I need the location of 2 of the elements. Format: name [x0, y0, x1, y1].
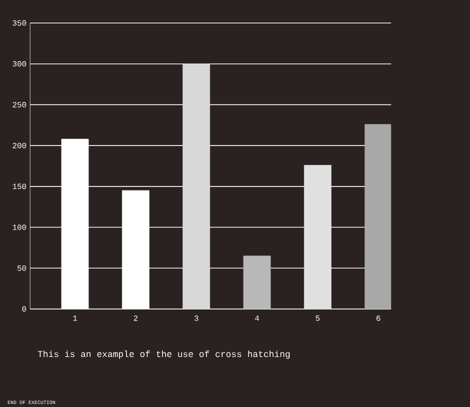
bar [364, 124, 392, 309]
text: This is an example of the use of cross hatching [38, 350, 290, 359]
